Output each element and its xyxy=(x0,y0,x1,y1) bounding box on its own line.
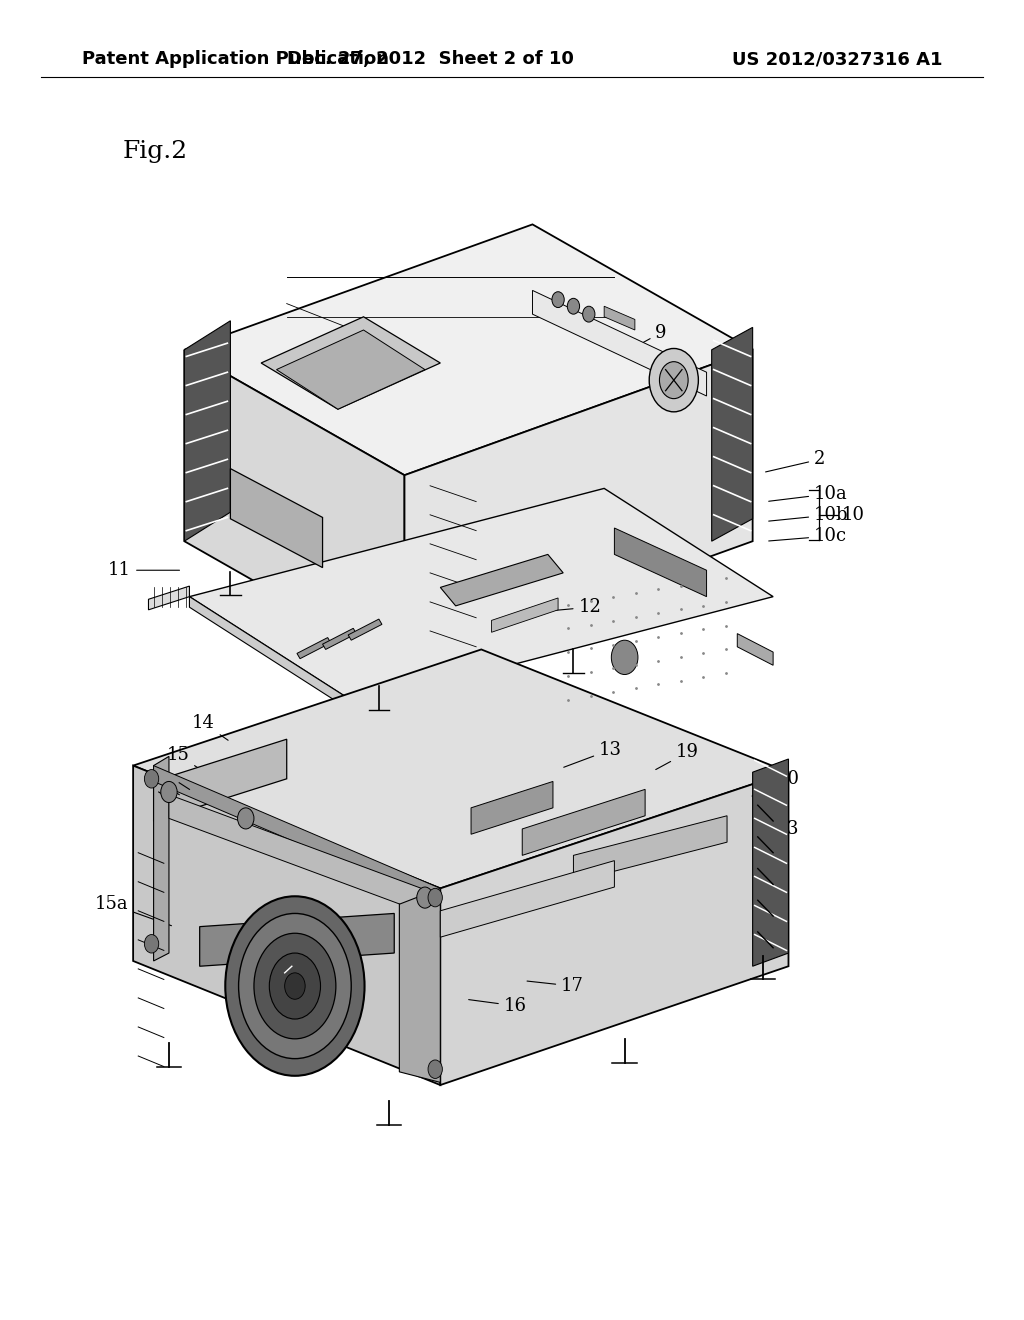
Text: 15: 15 xyxy=(167,746,203,771)
Polygon shape xyxy=(532,290,707,396)
Circle shape xyxy=(567,298,580,314)
Text: 15a: 15a xyxy=(94,895,171,925)
Polygon shape xyxy=(154,756,169,961)
Text: 9: 9 xyxy=(632,323,667,348)
Polygon shape xyxy=(148,586,189,610)
Polygon shape xyxy=(522,789,645,855)
Polygon shape xyxy=(189,488,773,705)
Text: US 2012/0327316 A1: US 2012/0327316 A1 xyxy=(731,50,942,69)
Text: 13: 13 xyxy=(564,741,622,767)
Polygon shape xyxy=(169,795,425,913)
Polygon shape xyxy=(753,759,788,966)
Circle shape xyxy=(649,348,698,412)
Text: Fig.2: Fig.2 xyxy=(123,140,188,164)
Circle shape xyxy=(144,770,159,788)
Polygon shape xyxy=(404,350,753,667)
Circle shape xyxy=(239,913,351,1059)
Polygon shape xyxy=(154,766,440,904)
Circle shape xyxy=(238,808,254,829)
Circle shape xyxy=(144,935,159,953)
Polygon shape xyxy=(323,628,356,649)
Circle shape xyxy=(583,306,595,322)
Text: Dec. 27, 2012  Sheet 2 of 10: Dec. 27, 2012 Sheet 2 of 10 xyxy=(287,50,573,69)
Text: 17: 17 xyxy=(527,977,584,995)
Circle shape xyxy=(428,1060,442,1078)
Polygon shape xyxy=(604,306,635,330)
Text: 10a: 10a xyxy=(769,484,848,503)
Text: 10c: 10c xyxy=(769,527,847,545)
Polygon shape xyxy=(133,766,440,1085)
Text: Patent Application Publication: Patent Application Publication xyxy=(82,50,389,69)
Circle shape xyxy=(428,888,442,907)
Polygon shape xyxy=(492,598,558,632)
Circle shape xyxy=(225,896,365,1076)
Circle shape xyxy=(611,640,638,675)
Polygon shape xyxy=(184,350,404,667)
Polygon shape xyxy=(737,634,773,665)
Circle shape xyxy=(659,362,688,399)
Polygon shape xyxy=(348,619,382,640)
Text: 12: 12 xyxy=(520,598,601,616)
Text: 6: 6 xyxy=(253,981,282,999)
Text: 30: 30 xyxy=(752,770,799,796)
Polygon shape xyxy=(297,638,331,659)
Polygon shape xyxy=(261,317,440,409)
Text: 2: 2 xyxy=(766,450,825,473)
Polygon shape xyxy=(440,861,614,937)
Circle shape xyxy=(552,292,564,308)
Text: 10: 10 xyxy=(842,506,864,524)
Circle shape xyxy=(254,933,336,1039)
Polygon shape xyxy=(573,816,727,882)
Polygon shape xyxy=(399,888,440,1082)
Polygon shape xyxy=(471,781,553,834)
Text: 10b: 10b xyxy=(769,506,849,524)
Polygon shape xyxy=(614,528,707,597)
Polygon shape xyxy=(154,739,287,821)
Polygon shape xyxy=(133,649,788,888)
Polygon shape xyxy=(184,224,753,475)
Circle shape xyxy=(417,887,433,908)
Text: 19: 19 xyxy=(655,743,698,770)
Polygon shape xyxy=(440,772,788,1085)
Circle shape xyxy=(285,973,305,999)
Circle shape xyxy=(269,953,321,1019)
Text: 16: 16 xyxy=(469,997,526,1015)
Polygon shape xyxy=(184,321,230,541)
Circle shape xyxy=(161,781,177,803)
Polygon shape xyxy=(200,913,394,966)
Polygon shape xyxy=(230,469,323,568)
Text: 14: 14 xyxy=(193,714,228,741)
Text: 3: 3 xyxy=(778,820,798,843)
Polygon shape xyxy=(440,554,563,606)
Polygon shape xyxy=(189,597,358,715)
Polygon shape xyxy=(276,330,425,409)
Polygon shape xyxy=(712,327,753,541)
Text: 11: 11 xyxy=(109,561,179,579)
